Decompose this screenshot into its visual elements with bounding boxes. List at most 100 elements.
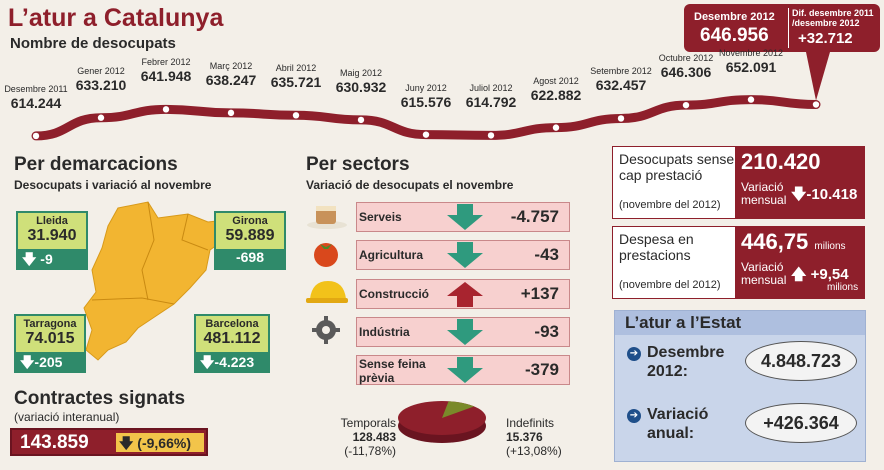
despesa-monthly-label: Variació mensual xyxy=(741,260,787,287)
prestacio-note: (novembre del 2012) xyxy=(619,199,721,211)
sector-row: Sense feina prèvia -379 xyxy=(356,355,570,385)
sector-row: Serveis -4.757 xyxy=(356,202,570,232)
sector-value: -43 xyxy=(534,245,559,264)
timeline-label: Novembre 2012 652.091 xyxy=(718,47,784,75)
contracts-change: 🡇 (-9,66%) xyxy=(116,433,204,452)
timeline-label: Juliol 2012 614.792 xyxy=(465,83,517,111)
timeline-chart xyxy=(31,52,830,141)
up-arrow-icon xyxy=(447,282,483,307)
contracts-total: 143.859 🡇 (-9,66%) xyxy=(10,428,208,456)
timeline-label: Setembre 2012 632.457 xyxy=(590,66,652,94)
timeline-point xyxy=(682,101,690,109)
contracts-heading: Contractes signats xyxy=(14,388,186,409)
despesa-note: (novembre del 2012) xyxy=(619,279,721,291)
callout-month-label: Desembre 2012 xyxy=(694,11,775,23)
sector-name: Serveis xyxy=(359,210,402,224)
arrow-right-icon: ➔ xyxy=(627,409,641,423)
sector-row: Agricultura -43 xyxy=(356,240,570,270)
pie-slice-indefinits xyxy=(442,401,475,418)
down-arrow-icon xyxy=(447,357,483,383)
down-arrow-icon: 🡇 xyxy=(119,435,134,451)
estat-row1-label: Desembre 2012: xyxy=(647,344,725,380)
prestacio-value: 210.420 xyxy=(741,149,821,174)
sector-row: Indústria -93 xyxy=(356,317,570,347)
timeline-point xyxy=(292,112,300,119)
sector-value: +137 xyxy=(520,284,559,303)
down-arrow-icon xyxy=(447,319,483,345)
page-title: L’atur a Catalunya xyxy=(8,4,224,32)
despesa-label: Despesa en prestacions xyxy=(619,231,694,263)
coffee-cup-icon xyxy=(307,206,347,229)
timeline-label: Març 2012 638.247 xyxy=(205,60,257,88)
prestacio-monthly-label: Variació mensual xyxy=(741,180,787,207)
estat-row1-value: 4.848.723 xyxy=(745,341,857,381)
despesa-monthly-unit: milions xyxy=(827,282,859,293)
demarcacions-subheading: Desocupats i variació al novembre xyxy=(14,178,212,192)
sector-name: Construcció xyxy=(359,287,430,301)
sector-value: -379 xyxy=(524,360,559,379)
pie-label-indefinits: Indefinits 15.376 (+13,08%) xyxy=(506,416,562,458)
december-callout: Desembre 2012 646.956 Dif. desembre 2011… xyxy=(684,4,880,52)
demarcacions-heading: Per demarcacions xyxy=(14,154,178,175)
timeline-point xyxy=(747,96,755,103)
timeline-point xyxy=(812,101,820,108)
timeline-label: Febrer 2012 641.948 xyxy=(140,57,192,85)
down-arrow-icon: 🡇 xyxy=(20,354,35,370)
timeline-point xyxy=(617,115,625,122)
prestacio-label: Desocupats sense cap prestació xyxy=(619,151,735,183)
sector-name: Indústria xyxy=(359,325,410,339)
sectors-subheading: Variació de desocupats el novembre xyxy=(306,178,514,192)
callout-diff-label: Dif. desembre 2011/desembre 2012 xyxy=(792,8,874,28)
timeline-label: Octubre 2012 646.306 xyxy=(658,53,714,81)
timeline-label: Agost 2012 622.882 xyxy=(530,75,582,103)
timeline-label: Maig 2012 630.932 xyxy=(335,67,387,95)
sector-row: Construcció +137 xyxy=(356,279,570,309)
prestacio-monthly-value: 🡇-10.418 xyxy=(791,186,858,203)
timeline-point xyxy=(32,132,40,140)
callout-month-value: 646.956 xyxy=(700,25,769,46)
contracts-pie xyxy=(398,401,486,443)
province-border-girona xyxy=(181,213,209,251)
estat-heading: L’atur a l’Estat xyxy=(615,311,865,335)
timeline-point xyxy=(357,116,365,124)
province-border-lleida xyxy=(141,201,155,301)
despesa-monthly-value: 🡅 +9,54 xyxy=(791,266,849,283)
timeline-point xyxy=(227,109,235,117)
timeline-point xyxy=(97,114,105,121)
sector-value: -93 xyxy=(534,322,559,341)
timeline-point xyxy=(487,132,495,139)
province-border-tarragona xyxy=(91,297,175,305)
timeline-label: Juny 2012 615.576 xyxy=(400,82,452,110)
hard-hat-icon xyxy=(306,281,348,303)
down-arrow-icon xyxy=(447,204,483,230)
pie-label-temporals: Temporals 128.483 (-11,78%) xyxy=(340,416,396,458)
sector-name: Sense feina prèvia xyxy=(359,357,426,385)
tomato-icon xyxy=(314,243,338,267)
catalonia-map xyxy=(83,201,227,361)
callout-diff-value: +32.712 xyxy=(798,30,853,47)
down-arrow-icon: 🡇 xyxy=(22,251,37,267)
sector-name: Agricultura xyxy=(359,248,424,262)
catalonia-map-shape xyxy=(83,201,227,361)
down-arrow-icon: 🡇 xyxy=(200,354,215,370)
timeline-point xyxy=(162,106,170,113)
despesa-value: 446,75 milions xyxy=(741,229,846,254)
down-arrow-icon xyxy=(447,242,483,268)
sector-value: -4.757 xyxy=(510,207,559,226)
callout-divider xyxy=(788,8,789,48)
timeline-point xyxy=(422,131,430,138)
demarcacio-tarragona: Tarragona 74.015 🡇-205 xyxy=(14,314,86,373)
sectors-heading: Per sectors xyxy=(306,154,410,175)
arrow-right-icon: ➔ xyxy=(627,347,641,361)
gear-icon xyxy=(312,316,340,344)
timeline-label: Gener 2012 633.210 xyxy=(75,65,127,93)
prestacio-panel: Desocupats sense cap prestació (novembre… xyxy=(612,146,865,219)
contracts-subheading: (variació interanual) xyxy=(14,410,120,424)
demarcacio-lleida: Lleida 31.940 🡇 -9 xyxy=(16,211,88,270)
up-arrow-icon: 🡅 xyxy=(791,266,807,283)
prestacio-values: 210.420 Variació mensual 🡇-10.418 xyxy=(735,147,865,218)
estat-row2-value: +426.364 xyxy=(745,403,857,443)
timeline-point xyxy=(552,124,560,131)
callout-pointer xyxy=(806,52,830,101)
estat-panel: L’atur a l’Estat ➔ Desembre 2012: 4.848.7… xyxy=(614,310,866,462)
